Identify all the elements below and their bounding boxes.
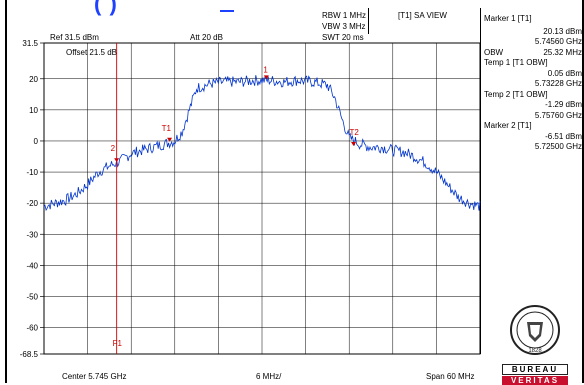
right-border <box>582 0 584 383</box>
obw-label: OBW <box>484 47 504 57</box>
swt-setting: SWT 20 ms <box>322 33 364 42</box>
header-divider-1 <box>368 8 369 34</box>
offset-label: Offset 21.5 dB <box>66 48 117 57</box>
temp1-freq: 5.73228 GHz <box>534 79 582 88</box>
view-label: [T1] SA VIEW <box>398 11 447 20</box>
marker-m2-label: 2 <box>111 144 116 153</box>
marker-f1-label: F1 <box>113 339 123 348</box>
span: Span 60 MHz <box>426 372 475 381</box>
rbw-setting: RBW 1 MHz <box>322 11 366 20</box>
markers: 1 2 T1 T2 F1 <box>111 65 360 348</box>
left-border <box>5 0 7 383</box>
attenuation: Att 20 dB <box>190 33 223 42</box>
y-tick-label: 31.5 <box>22 39 38 48</box>
obw-value: 25.32 MHz <box>543 47 582 57</box>
marker1-title: Marker 1 [T1] <box>484 14 532 23</box>
y-tick-label: -40 <box>26 261 38 270</box>
marker-t1-label: T1 <box>162 124 172 133</box>
marker-t2-symbol <box>351 141 357 146</box>
temp1-level: 0.05 dBm <box>547 68 582 78</box>
obw-row: OBW 25.32 MHz <box>484 48 582 59</box>
temp2-title: Temp 2 [T1 OBW] <box>484 89 548 99</box>
temp2-freq: 5.75760 GHz <box>534 110 582 120</box>
temp2-level: -1.29 dBm <box>545 100 582 109</box>
y-tick-label: -30 <box>26 230 38 239</box>
temp1-title: Temp 1 [T1 OBW] <box>484 58 548 67</box>
y-tick-label: -60 <box>26 324 38 333</box>
logo-text-bottom: VERITAS <box>502 376 568 385</box>
marker1-level: 20.13 dBm <box>543 26 582 36</box>
marker-panel: Marker 1 [T1] 20.13 dBm 5.74560 GHz OBW … <box>484 14 582 153</box>
y-tick-label: -68.5 <box>20 350 39 359</box>
grid <box>43 42 481 355</box>
y-axis-ticks: 31.5 20 10 0 -10 -20 -30 -40 -50 -60 -68.5 <box>20 39 44 359</box>
y-tick-label: 20 <box>29 75 38 84</box>
marker1-freq: 5.74560 GHz <box>534 37 582 46</box>
marker-m1-symbol <box>263 75 269 80</box>
marker2-title: Marker 2 [T1] <box>484 121 532 130</box>
marker-m2-symbol <box>114 158 120 163</box>
y-tick-label: -20 <box>26 199 38 208</box>
bureau-veritas-logo: 1828 BUREAU VERITAS <box>494 302 576 385</box>
spectrum-plot: 31.5 20 10 0 -10 -20 -30 -40 -50 -60 -68.5 Offset … <box>20 39 481 359</box>
ref-level: Ref 31.5 dBm <box>50 33 99 42</box>
center-frequency: Center 5.745 GHz <box>62 372 127 381</box>
top-link-underline <box>220 10 234 12</box>
seal-icon: 1828 <box>510 305 560 355</box>
frequency-division: 6 MHz/ <box>256 372 282 381</box>
y-tick-label: -10 <box>26 168 38 177</box>
top-link-fragment[interactable]: ( ) <box>94 0 118 16</box>
vbw-setting: VBW 3 MHz <box>322 22 366 31</box>
marker2-level: -6.51 dBm <box>545 131 582 141</box>
y-tick-label: 10 <box>29 106 38 115</box>
marker-t1-symbol <box>167 137 173 142</box>
marker-t2-label: T2 <box>350 128 360 137</box>
y-tick-label: -50 <box>26 292 38 301</box>
marker2-freq: 5.72500 GHz <box>534 142 582 151</box>
y-tick-label: 0 <box>34 137 39 146</box>
logo-text-top: BUREAU <box>502 364 568 375</box>
seal-year: 1828 <box>528 348 542 354</box>
marker-m1-label: 1 <box>263 65 268 74</box>
